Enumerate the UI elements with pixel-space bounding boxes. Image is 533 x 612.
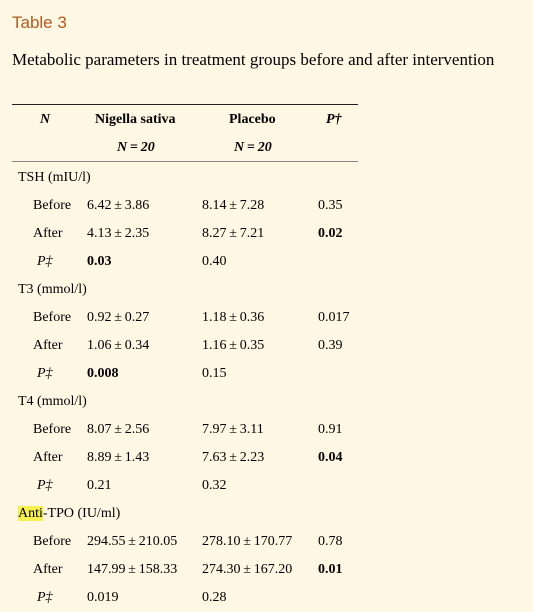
nigella-value: 0.92 ± 0.27 xyxy=(87,310,150,325)
section-title-rest: -TPO (IU/ml) xyxy=(42,506,121,521)
row-label: After xyxy=(33,226,63,241)
p-value: 0.78 xyxy=(318,534,343,549)
placebo-value: 1.16 ± 0.35 xyxy=(202,338,265,353)
header-nigella-n: N = 20 xyxy=(117,140,155,155)
p-value: 0.91 xyxy=(318,422,343,437)
row-label: Before xyxy=(33,422,72,437)
p-value: 0.01 xyxy=(318,562,343,577)
p-value: 0.04 xyxy=(318,450,343,465)
placebo-value: 0.32 xyxy=(202,478,227,493)
nigella-value: 1.06 ± 0.34 xyxy=(87,338,150,353)
table-caption: Metabolic parameters in treatment groups… xyxy=(12,50,495,69)
header-placebo: Placebo xyxy=(229,112,276,127)
placebo-value: 1.18 ± 0.36 xyxy=(202,310,265,325)
row-label: Before xyxy=(33,198,72,213)
table-top-rule xyxy=(12,104,358,105)
row-label: After xyxy=(33,562,63,577)
placebo-value: 7.97 ± 3.11 xyxy=(202,422,264,437)
nigella-value: 8.89 ± 1.43 xyxy=(87,450,150,465)
nigella-value: 294.55 ± 210.05 xyxy=(87,534,178,549)
placebo-value: 8.14 ± 7.28 xyxy=(202,198,265,213)
placebo-value: 7.63 ± 2.23 xyxy=(202,450,265,465)
nigella-value: 0.21 xyxy=(87,478,112,493)
row-label: Before xyxy=(33,310,72,325)
nigella-value: 8.07 ± 2.56 xyxy=(87,422,150,437)
placebo-value: 0.40 xyxy=(202,254,227,269)
placebo-value: 274.30 ± 167.20 xyxy=(202,562,293,577)
row-label-p-within: P‡ xyxy=(37,590,53,605)
p-value: 0.35 xyxy=(318,198,343,213)
nigella-value: 0.03 xyxy=(87,254,112,269)
section-title-tsh: TSH (mIU/l) xyxy=(18,170,91,185)
row-label-p-within: P‡ xyxy=(37,366,53,381)
nigella-value: 6.42 ± 3.86 xyxy=(87,198,150,213)
row-label-p-within: P‡ xyxy=(37,478,53,493)
table-header-rule xyxy=(12,161,358,162)
p-value: 0.017 xyxy=(318,310,350,325)
nigella-value: 0.019 xyxy=(87,590,119,605)
section-title-anti-tpo: Anti-TPO (IU/ml) xyxy=(18,506,120,522)
table-label: Table 3 xyxy=(12,13,67,32)
nigella-value: 0.008 xyxy=(87,366,119,381)
placebo-value: 278.10 ± 170.77 xyxy=(202,534,293,549)
nigella-value: 4.13 ± 2.35 xyxy=(87,226,150,241)
search-highlight: Anti xyxy=(18,506,43,521)
section-title-t4: T4 (mmol/l) xyxy=(18,394,87,409)
p-value: 0.02 xyxy=(318,226,343,241)
header-p-value: P† xyxy=(326,112,342,127)
row-label: Before xyxy=(33,534,72,549)
row-label-p-within: P‡ xyxy=(37,254,53,269)
row-label: After xyxy=(33,338,63,353)
placebo-value: 8.27 ± 7.21 xyxy=(202,226,265,241)
header-nigella-sativa: Nigella sativa xyxy=(95,112,176,127)
row-label: After xyxy=(33,450,63,465)
placebo-value: 0.28 xyxy=(202,590,227,605)
nigella-value: 147.99 ± 158.33 xyxy=(87,562,178,577)
placebo-value: 0.15 xyxy=(202,366,227,381)
p-value: 0.39 xyxy=(318,338,343,353)
header-n: N xyxy=(40,112,51,127)
section-title-t3: T3 (mmol/l) xyxy=(18,282,87,297)
header-placebo-n: N = 20 xyxy=(234,140,272,155)
